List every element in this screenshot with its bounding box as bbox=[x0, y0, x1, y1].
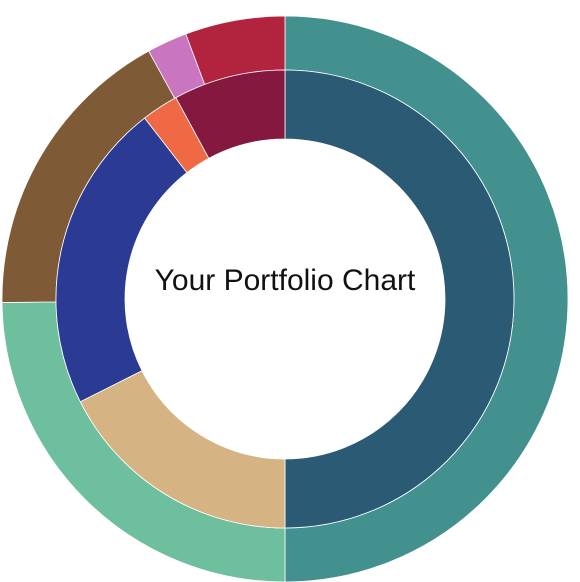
inner-ring-slice-5[interactable] bbox=[175, 69, 286, 159]
inner-ring bbox=[55, 69, 515, 529]
donut-rings bbox=[1, 15, 569, 582]
outer-ring bbox=[1, 15, 569, 582]
inner-ring-slice-1[interactable] bbox=[284, 69, 515, 529]
chart-title: Your Portfolio Chart bbox=[155, 264, 416, 297]
